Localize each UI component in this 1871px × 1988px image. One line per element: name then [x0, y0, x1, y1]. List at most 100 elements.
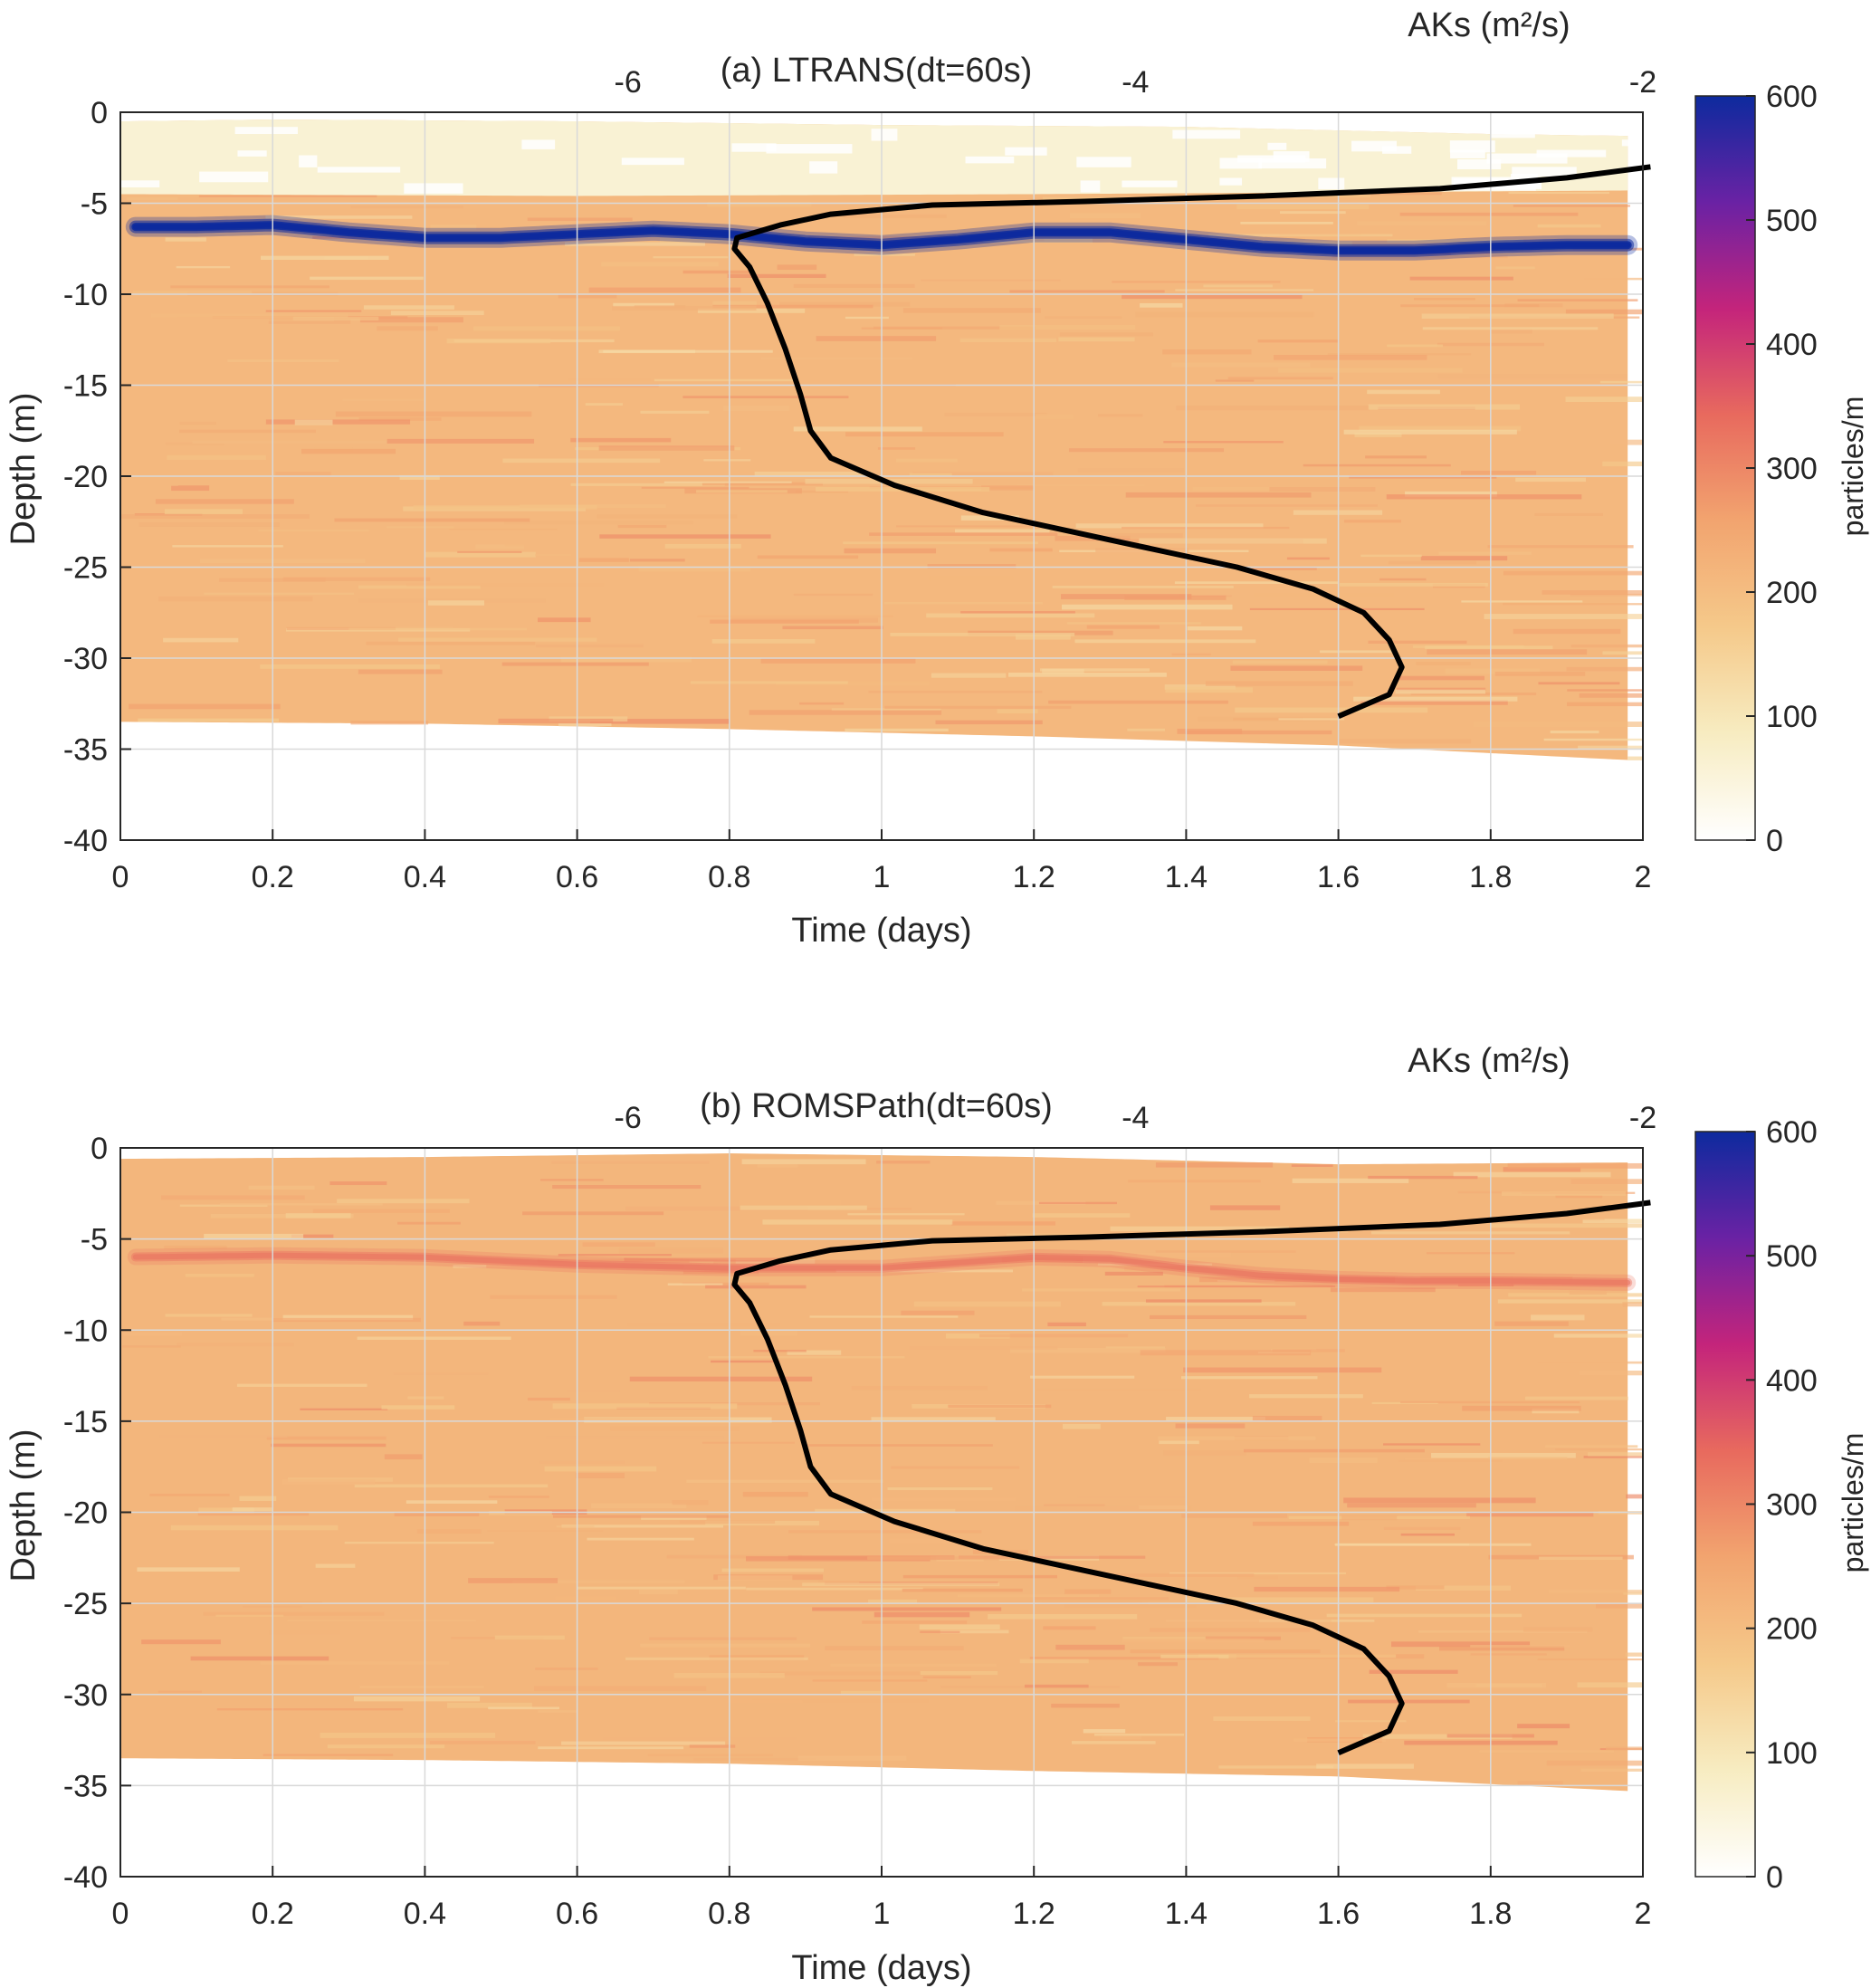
density-streak [1368, 640, 1467, 644]
surface-gap [317, 167, 401, 173]
density-streak [560, 656, 692, 663]
density-streak [1140, 1350, 1312, 1356]
y-tick-label: 0 [91, 96, 108, 130]
density-streak [310, 276, 424, 281]
density-streak [613, 302, 674, 307]
density-streak [1386, 1585, 1445, 1590]
density-streak [1508, 192, 1610, 195]
density-streak [909, 1345, 1058, 1350]
density-streak [1488, 1457, 1568, 1459]
density-streak [751, 1698, 930, 1703]
density-streak [902, 1588, 1023, 1592]
density-streak [1466, 1511, 1594, 1517]
density-streak [1327, 353, 1472, 356]
surface-gap [404, 183, 463, 194]
surface-gap [1080, 180, 1101, 193]
density-streak [1022, 1288, 1181, 1292]
surface-gap [965, 156, 1015, 164]
x-tick-label: 1.2 [1013, 1897, 1055, 1931]
density-streak [1061, 1506, 1170, 1510]
y-tick-label: -15 [63, 1405, 108, 1439]
density-streak [566, 1389, 620, 1393]
density-streak [535, 644, 644, 648]
density-streak [354, 1484, 549, 1488]
density-streak [843, 541, 1038, 545]
density-streak [797, 1755, 907, 1762]
density-streak [501, 662, 649, 666]
density-streak [988, 1614, 1138, 1620]
surface-gap [1318, 177, 1345, 190]
top-tick-label: -4 [1122, 1101, 1149, 1135]
density-streak [170, 1524, 339, 1531]
density-streak [601, 262, 719, 267]
density-streak [1444, 270, 1621, 275]
density-streak [342, 398, 424, 401]
density-streak [1124, 595, 1227, 600]
colorbar-tick-label: 100 [1766, 1736, 1818, 1771]
density-streak [1418, 1630, 1588, 1633]
density-streak [1539, 1556, 1623, 1560]
density-streak [664, 543, 741, 549]
density-streak [746, 1587, 923, 1591]
density-streak [672, 1499, 709, 1505]
x-tick-label: 2 [1635, 860, 1652, 894]
density-streak [1431, 1452, 1576, 1458]
density-streak [1546, 1760, 1643, 1766]
density-streak [625, 1206, 808, 1211]
density-streak [1093, 1573, 1255, 1577]
density-streak [1124, 1266, 1195, 1271]
density-streak [647, 1754, 773, 1756]
density-streak [851, 1385, 988, 1391]
density-streak [978, 1333, 1129, 1338]
density-streak [337, 1199, 470, 1204]
density-streak [1175, 1423, 1246, 1429]
density-streak [1340, 192, 1442, 196]
density-streak [702, 1441, 796, 1444]
density-streak [1479, 1750, 1615, 1754]
density-streak [954, 529, 1050, 533]
density-streak [697, 615, 893, 617]
x-tick-label: 1.6 [1317, 1897, 1360, 1931]
density-streak [468, 1578, 558, 1583]
density-streak [300, 1408, 388, 1410]
density-streak [1029, 1657, 1219, 1660]
density-streak [1341, 1515, 1398, 1521]
density-streak [282, 577, 431, 581]
density-streak [1622, 1302, 1643, 1307]
density-streak [1042, 1601, 1142, 1604]
density-streak [738, 1200, 842, 1206]
density-streak [406, 1500, 498, 1504]
density-streak [873, 1611, 970, 1618]
x-tick-label: 1.2 [1013, 860, 1055, 894]
density-streak [901, 1310, 975, 1315]
density-streak [502, 458, 661, 464]
density-streak [570, 483, 725, 486]
density-streak [1097, 414, 1143, 417]
top-tick-label: -6 [615, 1101, 642, 1135]
density-streak [1071, 1741, 1156, 1744]
density-streak [1606, 1746, 1643, 1751]
density-streak [1159, 1440, 1199, 1445]
surface-gap [1512, 167, 1577, 177]
y-tick-label: 0 [91, 1132, 108, 1166]
density-streak [1276, 587, 1322, 590]
panel-a-ylabel: Depth (m) [5, 393, 43, 546]
density-streak [446, 338, 551, 344]
density-streak [413, 504, 597, 510]
density-streak [854, 253, 915, 256]
density-streak [1215, 379, 1255, 382]
colorbar-tick-label: 500 [1766, 204, 1818, 238]
density-streak [1400, 1533, 1455, 1536]
density-streak [549, 1418, 730, 1421]
density-streak [1330, 1287, 1436, 1293]
density-streak [1579, 693, 1643, 698]
density-streak [802, 1582, 1000, 1587]
density-streak [558, 722, 612, 727]
density-streak [1538, 682, 1620, 685]
density-streak [1139, 538, 1327, 544]
density-streak [862, 1620, 968, 1624]
density-streak [1077, 467, 1185, 473]
density-streak [1531, 1314, 1585, 1321]
density-streak [1066, 622, 1201, 625]
density-streak [1579, 1371, 1643, 1376]
